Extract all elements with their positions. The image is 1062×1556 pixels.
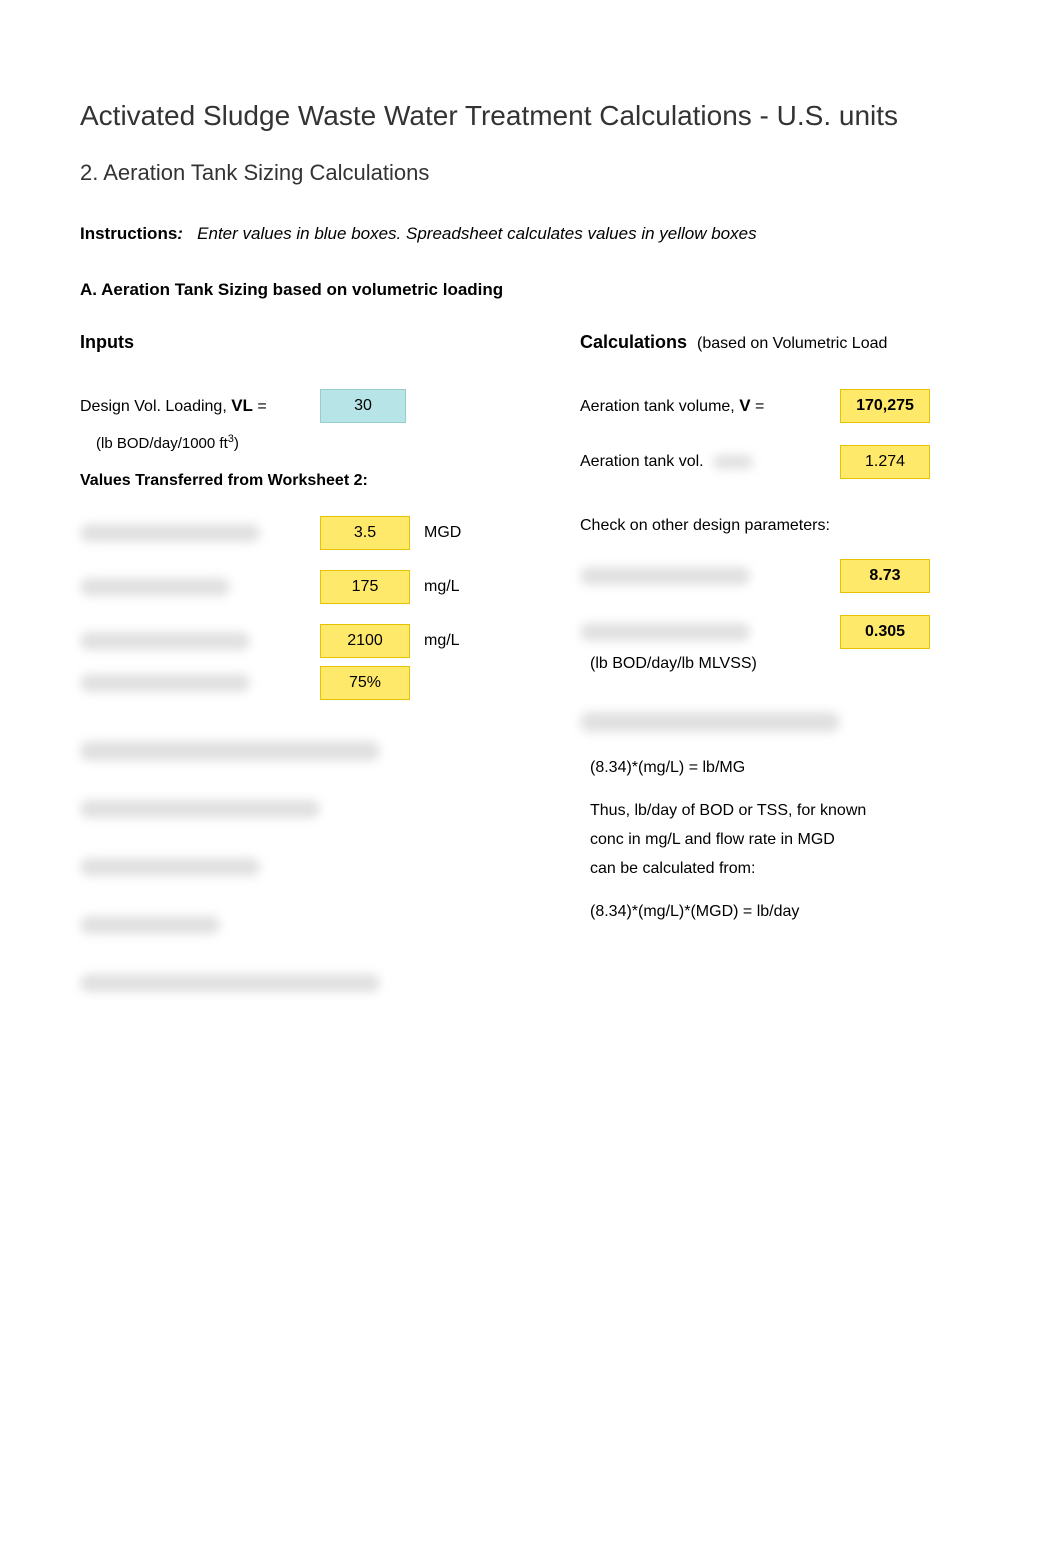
so-row: 175 mg/L: [80, 568, 540, 606]
page-title: Activated Sludge Waste Water Treatment C…: [80, 100, 982, 132]
instructions-text: Enter values in blue boxes. Spreadsheet …: [188, 224, 757, 243]
vss-label-blur: [80, 674, 320, 692]
vl-input-box[interactable]: 30: [320, 389, 406, 423]
hrt-value-box: 8.73: [840, 559, 930, 593]
instructions-label: Instructions:: [80, 224, 183, 243]
page-subtitle: 2. Aeration Tank Sizing Calculations: [80, 160, 982, 186]
so-unit: mg/L: [424, 578, 474, 596]
so-value-box: 175: [320, 570, 410, 604]
eq4-blur: [80, 974, 380, 992]
eq3-blur: [80, 916, 220, 934]
hrt-label-blur: [580, 567, 840, 585]
vol2-value-box: 1.274: [840, 445, 930, 479]
conv-eq-2: (8.34)*(mg/L)*(MGD) = lb/day: [580, 903, 982, 921]
q-value-box: 3.5: [320, 516, 410, 550]
left-column: Inputs Design Vol. Loading, VL = 30 (lb …: [80, 332, 540, 1020]
inputs-heading: Inputs: [80, 332, 540, 353]
q-unit: MGD: [424, 524, 474, 542]
unit-conversions-block: (8.34)*(mg/L) = lb/MG Thus, lb/day of BO…: [580, 701, 982, 921]
q-label-blur: [80, 524, 320, 542]
calculations-heading: Calculations (based on Volumetric Load: [580, 332, 982, 353]
conv-para: Thus, lb/day of BOD or TSS, for known co…: [580, 797, 982, 883]
conv-heading-blur: [580, 712, 840, 732]
check-label: Check on other design parameters:: [580, 517, 982, 535]
vol2-row: Aeration tank vol. 1.274: [580, 443, 982, 481]
vl-row: Design Vol. Loading, VL = 30: [80, 387, 540, 425]
vss-row: 75%: [80, 664, 540, 702]
v-label: Aeration tank volume, V =: [580, 396, 840, 416]
x-row: 2100 mg/L: [80, 622, 540, 660]
fm-unit: (lb BOD/day/lb MLVSS): [580, 655, 982, 673]
conv-eq-1: (8.34)*(mg/L) = lb/MG: [580, 759, 982, 777]
x-value-box: 2100: [320, 624, 410, 658]
vl-unit: (lb BOD/day/1000 ft3): [80, 433, 540, 452]
fm-label-blur: [580, 623, 840, 641]
v-value-box: 170,275: [840, 389, 930, 423]
section-a-heading: A. Aeration Tank Sizing based on volumet…: [80, 280, 982, 300]
fm-value-box: 0.305: [840, 615, 930, 649]
eq1-blur: [80, 800, 320, 818]
instructions-line: Instructions: Enter values in blue boxes…: [80, 222, 982, 246]
v-row: Aeration tank volume, V = 170,275: [580, 387, 982, 425]
x-unit: mg/L: [424, 632, 474, 650]
q-row: 3.5 MGD: [80, 514, 540, 552]
transferred-heading: Values Transferred from Worksheet 2:: [80, 472, 540, 490]
vss-value-box: 75%: [320, 666, 410, 700]
vl-label: Design Vol. Loading, VL =: [80, 396, 320, 416]
right-column: Calculations (based on Volumetric Load A…: [580, 332, 982, 1020]
vol2-label: Aeration tank vol.: [580, 453, 840, 471]
hrt-row: 8.73: [580, 557, 982, 595]
x-label-blur: [80, 632, 320, 650]
fm-row: 0.305: [580, 613, 982, 651]
eq-heading-blur: [80, 741, 380, 761]
so-label-blur: [80, 578, 320, 596]
eq2-blur: [80, 858, 260, 876]
equations-block: [80, 730, 540, 1004]
